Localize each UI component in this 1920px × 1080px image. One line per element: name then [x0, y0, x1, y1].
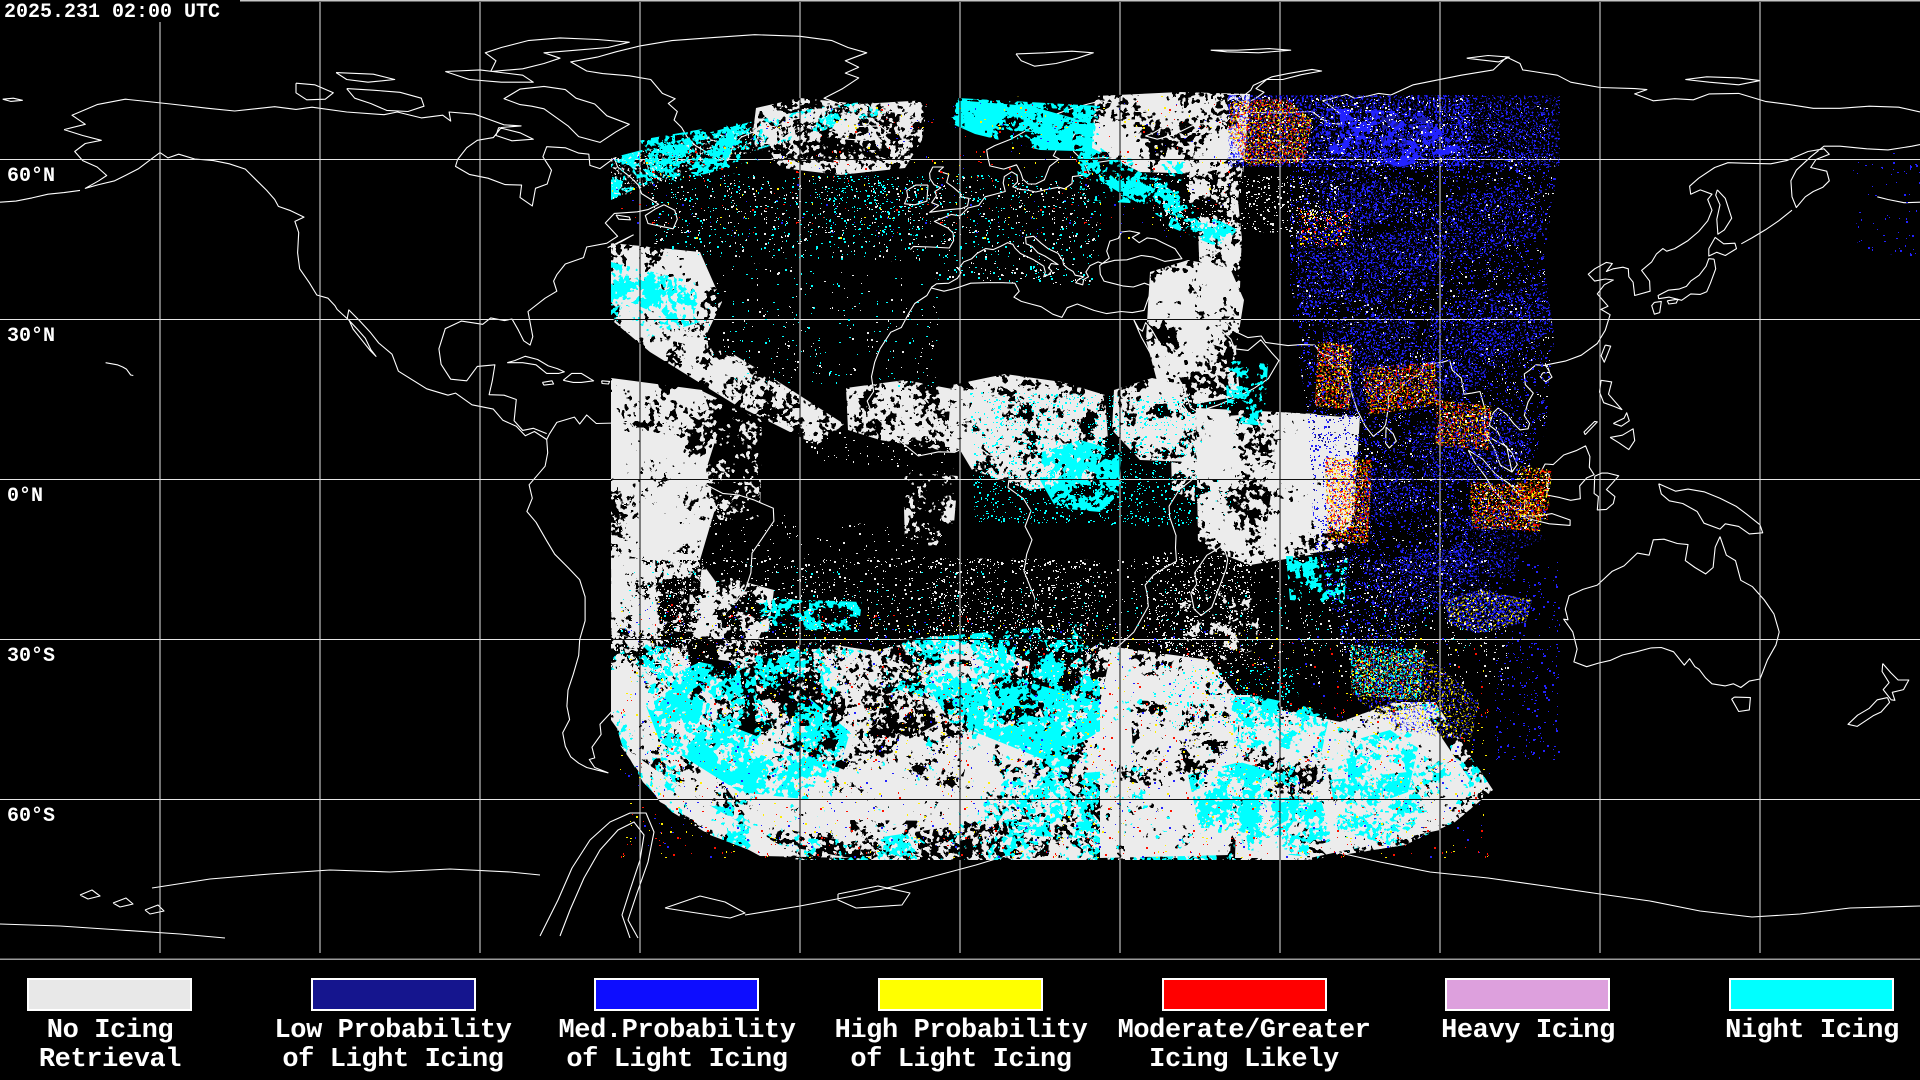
svg-text:Moderate/Greater: Moderate/Greater [1118, 1016, 1371, 1046]
svg-text:0°N: 0°N [7, 485, 43, 508]
svg-text:60°N: 60°N [7, 165, 55, 188]
svg-text:of Light Icing: of Light Icing [282, 1045, 503, 1075]
svg-text:Retrieval: Retrieval [39, 1045, 181, 1075]
svg-text:2025.231 02:00 UTC: 2025.231 02:00 UTC [4, 1, 220, 24]
svg-text:Low Probability: Low Probability [274, 1016, 511, 1046]
svg-text:Icing Likely: Icing Likely [1149, 1045, 1339, 1075]
svg-text:of Light Icing: of Light Icing [850, 1045, 1071, 1075]
svg-text:30°N: 30°N [7, 325, 55, 348]
svg-text:30°S: 30°S [7, 645, 55, 668]
svg-text:60°S: 60°S [7, 805, 55, 828]
svg-text:Heavy Icing: Heavy Icing [1441, 1016, 1615, 1046]
svg-text:of Light Icing: of Light Icing [566, 1045, 787, 1075]
svg-text:No Icing: No Icing [47, 1016, 173, 1046]
svg-text:Night Icing: Night Icing [1725, 1016, 1899, 1046]
svg-text:Med.Probability: Med.Probability [558, 1016, 795, 1046]
svg-text:High Probability: High Probability [835, 1016, 1088, 1046]
